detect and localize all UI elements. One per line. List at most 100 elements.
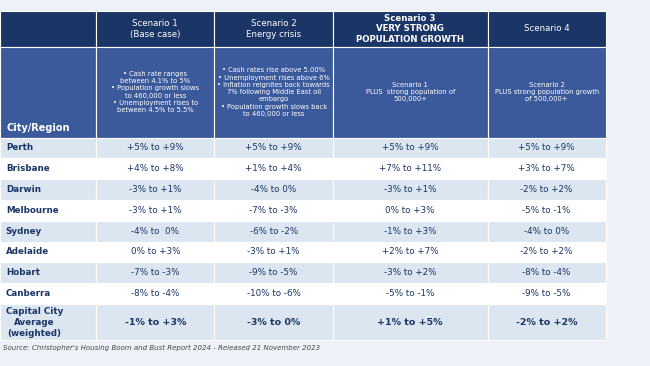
Text: -3% to +1%: -3% to +1%: [129, 206, 181, 215]
Text: -6% to -2%: -6% to -2%: [250, 227, 298, 236]
Bar: [214, 46, 333, 138]
Bar: [214, 158, 333, 179]
Text: -3% to +1%: -3% to +1%: [248, 247, 300, 257]
Text: -2% to +2%: -2% to +2%: [521, 247, 573, 257]
Text: -1% to +3%: -1% to +3%: [384, 227, 436, 236]
Bar: [214, 11, 333, 46]
Text: Melbourne: Melbourne: [6, 206, 58, 215]
Bar: [96, 242, 214, 262]
Text: Scenario 1
PLUS  strong population of
500,000+: Scenario 1 PLUS strong population of 500…: [365, 82, 455, 102]
Text: Perth: Perth: [6, 143, 33, 153]
Text: -9% to -5%: -9% to -5%: [250, 268, 298, 277]
Text: +5% to +9%: +5% to +9%: [518, 143, 575, 153]
Text: +1% to +5%: +1% to +5%: [378, 318, 443, 327]
Bar: [96, 221, 214, 242]
Text: Scenario 3
VERY STRONG
POPULATION GROWTH: Scenario 3 VERY STRONG POPULATION GROWTH: [356, 14, 464, 44]
Text: Canberra: Canberra: [6, 289, 51, 298]
Text: Adelaide: Adelaide: [6, 247, 49, 257]
Bar: [214, 304, 333, 340]
Bar: [214, 221, 333, 242]
Bar: [333, 221, 488, 242]
Bar: [0, 200, 96, 221]
Bar: [333, 179, 488, 200]
Text: +5% to +9%: +5% to +9%: [245, 143, 302, 153]
Bar: [96, 11, 214, 46]
Text: +5% to +9%: +5% to +9%: [127, 143, 184, 153]
Text: -2% to +2%: -2% to +2%: [516, 318, 577, 327]
Text: Scenario 2
PLUS strong population growth
of 500,000+: Scenario 2 PLUS strong population growth…: [495, 82, 599, 102]
Bar: [333, 242, 488, 262]
Text: Scenario 1
(Base case): Scenario 1 (Base case): [130, 19, 181, 39]
Text: Brisbane: Brisbane: [6, 164, 49, 173]
Bar: [0, 304, 96, 340]
Text: Scenario 4: Scenario 4: [524, 24, 569, 33]
Text: -2% to +2%: -2% to +2%: [521, 185, 573, 194]
Text: -3% to +1%: -3% to +1%: [129, 185, 181, 194]
Bar: [96, 200, 214, 221]
Text: -4% to 0%: -4% to 0%: [524, 227, 569, 236]
Bar: [488, 138, 606, 158]
Text: -1% to +3%: -1% to +3%: [125, 318, 186, 327]
Text: -7% to -3%: -7% to -3%: [131, 268, 179, 277]
Text: Source: Christopher's Housing Boom and Bust Report 2024 - Released 21 November 2: Source: Christopher's Housing Boom and B…: [3, 345, 320, 351]
Text: -3% to +1%: -3% to +1%: [384, 185, 436, 194]
Text: +2% to +7%: +2% to +7%: [382, 247, 439, 257]
Bar: [0, 46, 96, 138]
Bar: [333, 262, 488, 283]
Bar: [488, 46, 606, 138]
Bar: [488, 179, 606, 200]
Bar: [333, 46, 488, 138]
Text: 0% to +3%: 0% to +3%: [385, 206, 435, 215]
Text: 0% to +3%: 0% to +3%: [131, 247, 180, 257]
Text: Sydney: Sydney: [6, 227, 42, 236]
Bar: [333, 200, 488, 221]
Bar: [333, 11, 488, 46]
Bar: [96, 138, 214, 158]
Bar: [0, 242, 96, 262]
Bar: [333, 158, 488, 179]
Text: -8% to -4%: -8% to -4%: [523, 268, 571, 277]
Bar: [214, 138, 333, 158]
Bar: [96, 283, 214, 304]
Text: -9% to -5%: -9% to -5%: [523, 289, 571, 298]
Text: • Cash rate ranges
between 4.1% to 5%
• Population growth slows
to 460,000 or le: • Cash rate ranges between 4.1% to 5% • …: [111, 71, 200, 113]
Bar: [488, 158, 606, 179]
Bar: [0, 262, 96, 283]
Bar: [333, 283, 488, 304]
Bar: [96, 158, 214, 179]
Text: -5% to -1%: -5% to -1%: [386, 289, 434, 298]
Text: +4% to +8%: +4% to +8%: [127, 164, 184, 173]
Bar: [96, 179, 214, 200]
Text: +7% to +11%: +7% to +11%: [379, 164, 441, 173]
Bar: [488, 304, 606, 340]
Bar: [488, 11, 606, 46]
Text: -3% to 0%: -3% to 0%: [247, 318, 300, 327]
Bar: [214, 242, 333, 262]
Bar: [96, 46, 214, 138]
Bar: [0, 158, 96, 179]
Text: -3% to +2%: -3% to +2%: [384, 268, 436, 277]
Bar: [0, 138, 96, 158]
Bar: [214, 283, 333, 304]
Bar: [214, 200, 333, 221]
Text: +3% to +7%: +3% to +7%: [518, 164, 575, 173]
Text: -7% to -3%: -7% to -3%: [250, 206, 298, 215]
Bar: [0, 11, 96, 46]
Text: -4% to  0%: -4% to 0%: [131, 227, 179, 236]
Bar: [488, 262, 606, 283]
Text: +5% to +9%: +5% to +9%: [382, 143, 439, 153]
Bar: [488, 283, 606, 304]
Bar: [488, 242, 606, 262]
Text: City/Region: City/Region: [6, 123, 70, 133]
Text: -8% to -4%: -8% to -4%: [131, 289, 179, 298]
Bar: [488, 221, 606, 242]
Bar: [214, 179, 333, 200]
Bar: [333, 138, 488, 158]
Text: Hobart: Hobart: [6, 268, 40, 277]
Bar: [214, 262, 333, 283]
Bar: [488, 200, 606, 221]
Text: • Cash rates rise above 5.00%
• Unemployment rises above 6%
• Inflation reignite: • Cash rates rise above 5.00% • Unemploy…: [217, 67, 330, 117]
Text: Capital City
Average
(weighted): Capital City Average (weighted): [6, 307, 63, 338]
Text: -4% to 0%: -4% to 0%: [251, 185, 296, 194]
Text: Darwin: Darwin: [6, 185, 41, 194]
